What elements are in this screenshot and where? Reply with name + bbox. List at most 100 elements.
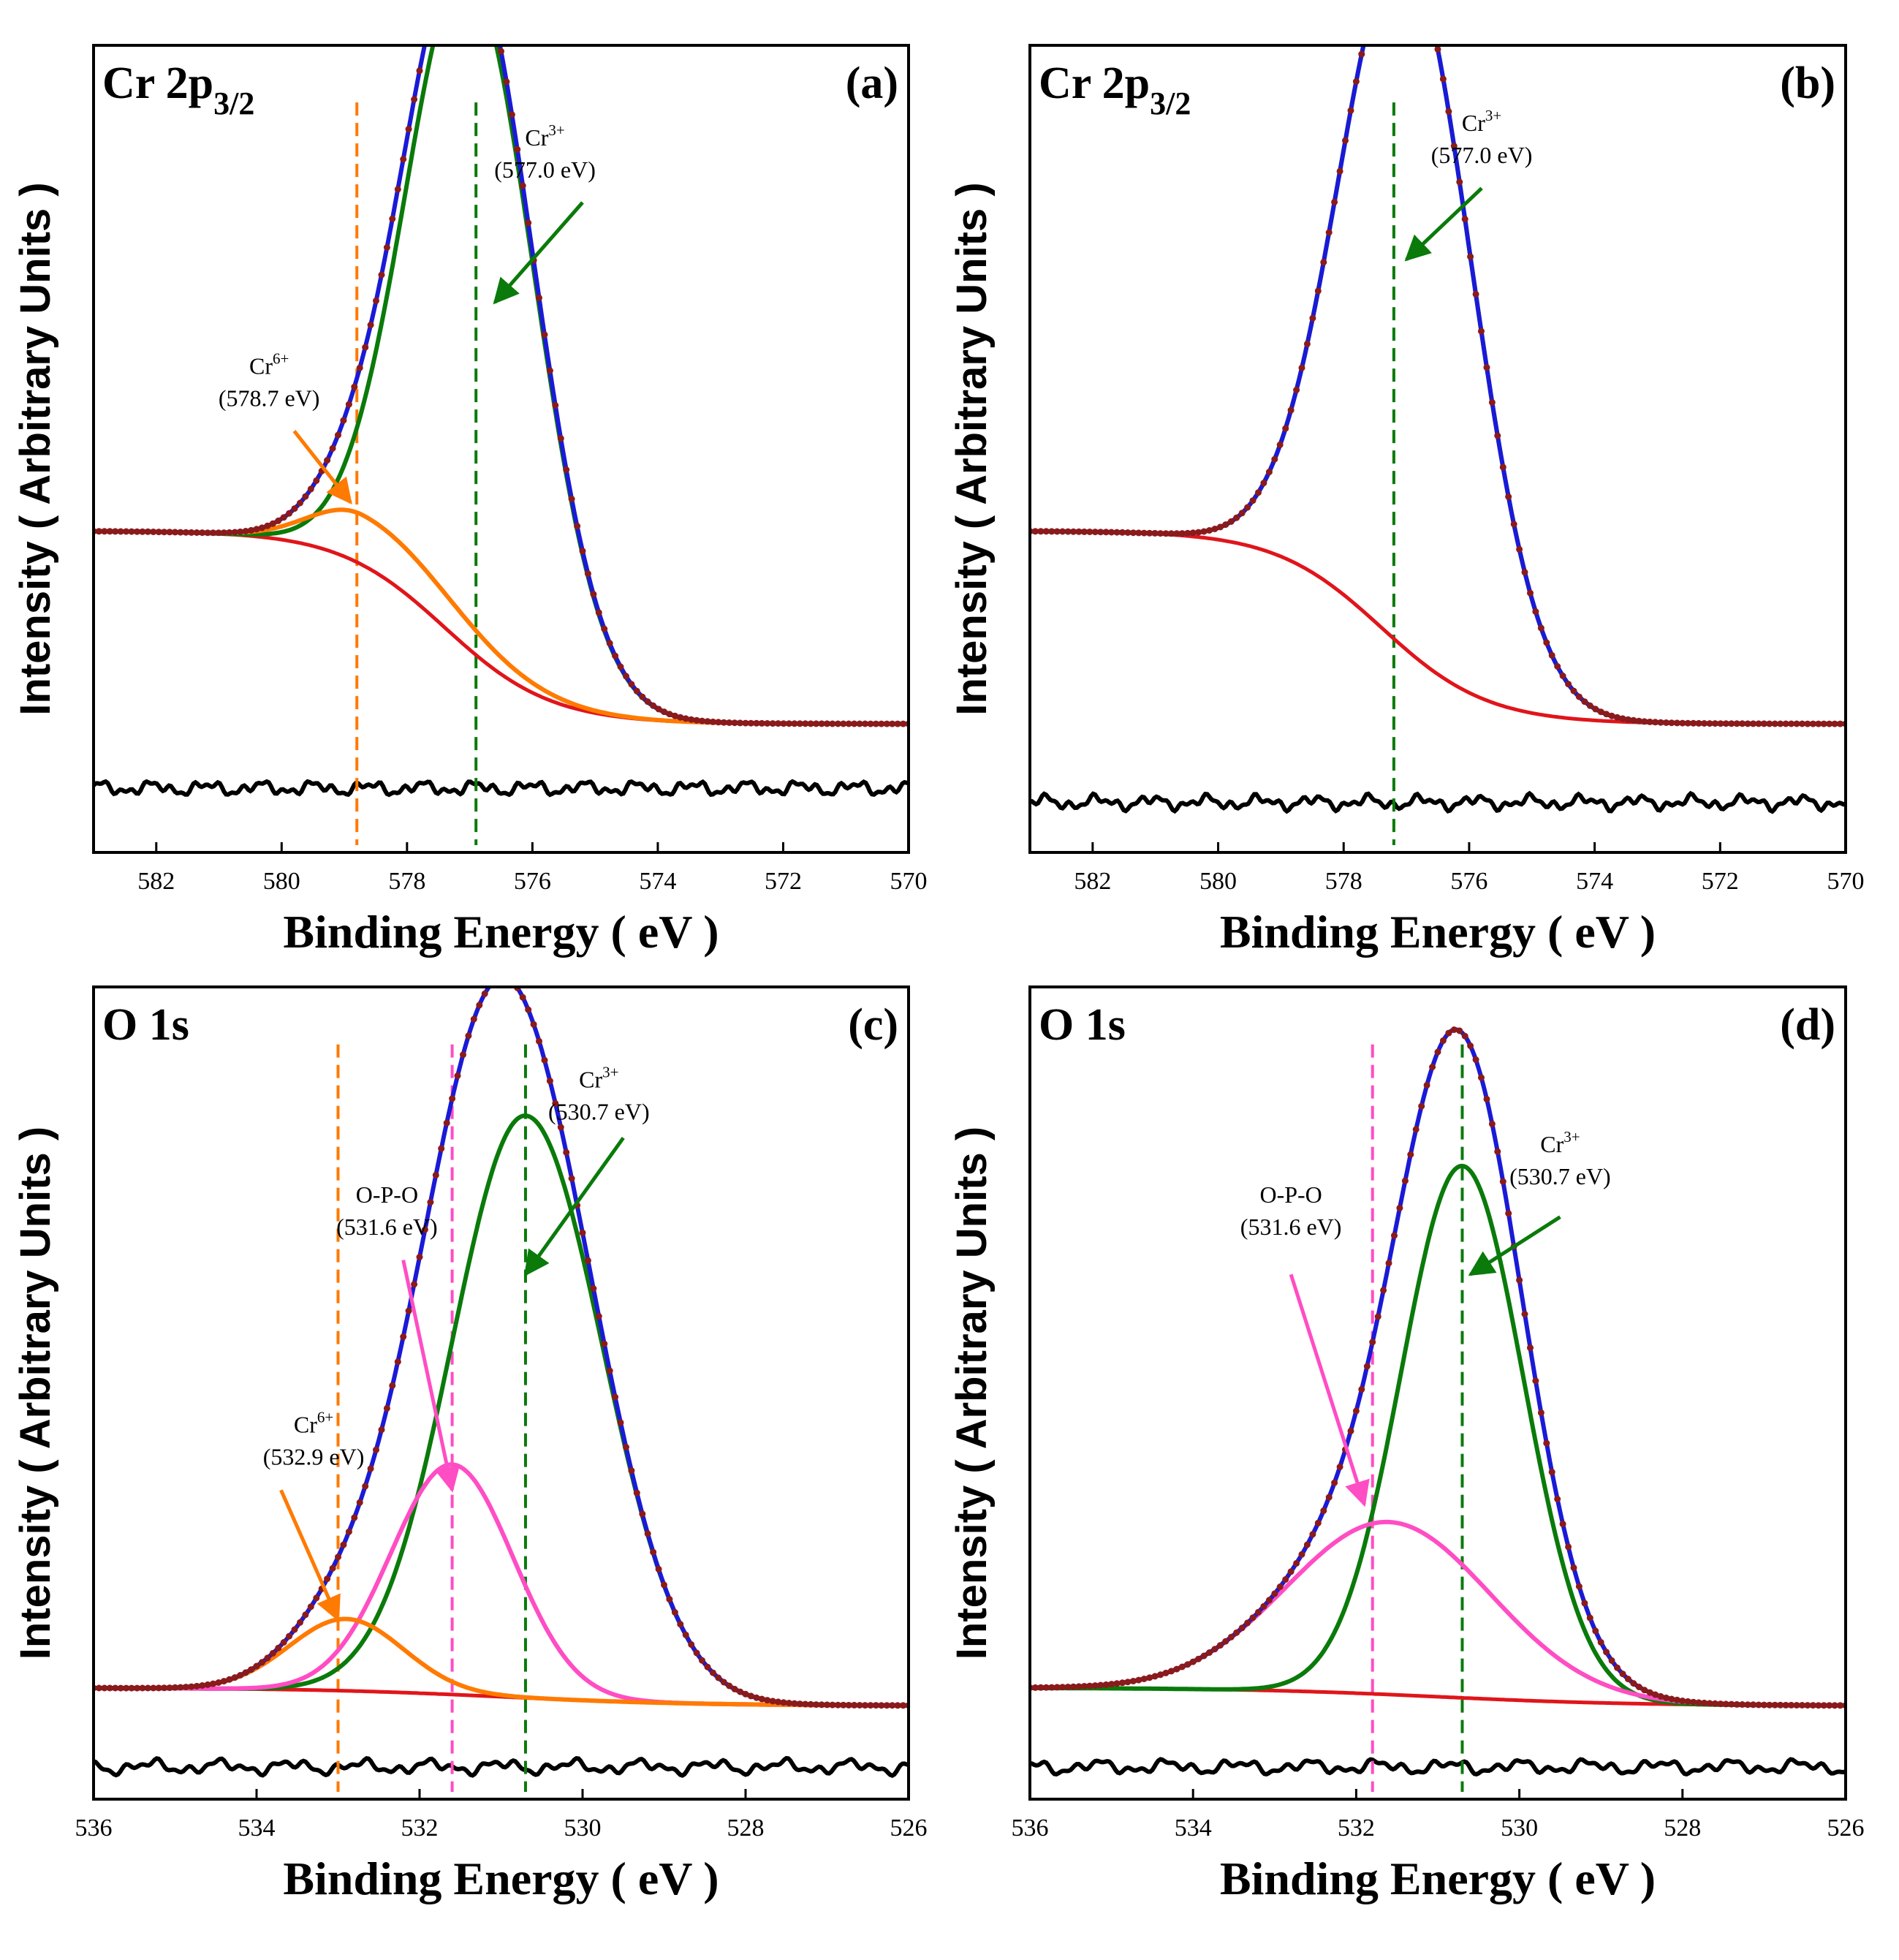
data-point — [693, 1649, 700, 1657]
data-point — [693, 716, 700, 724]
data-point — [829, 720, 836, 727]
y-axis-title: Intensity ( Arbitrary Units ) — [948, 1127, 996, 1660]
data-point — [546, 1078, 553, 1085]
data-point — [275, 517, 282, 524]
data-point — [1331, 198, 1338, 205]
data-point — [302, 493, 309, 500]
annotation-energy: (530.7 eV) — [548, 1099, 650, 1125]
data-point — [416, 67, 423, 75]
data-point — [1151, 529, 1159, 537]
plot-area-a — [94, 45, 909, 845]
data-point — [758, 719, 765, 727]
data-point — [1059, 528, 1066, 535]
data-point — [1227, 518, 1235, 525]
data-point — [1543, 639, 1550, 646]
annotation-species: O-P-O — [356, 1181, 418, 1208]
data-point — [1804, 720, 1811, 727]
annotation-label: Cr3+ — [1540, 1128, 1580, 1157]
data-point — [1200, 528, 1208, 535]
data-point — [1184, 1661, 1191, 1668]
data-point — [1053, 1684, 1061, 1691]
data-point — [226, 1676, 233, 1683]
panel-d: 536 534 532 530 528 526 Binding Energy ( eV ) I… — [948, 985, 1865, 1904]
data-point — [106, 1684, 113, 1692]
data-point — [872, 1702, 879, 1709]
data-point — [1679, 719, 1686, 727]
data-point — [144, 1684, 151, 1692]
x-tick-label: 536 — [75, 1815, 113, 1842]
data-point — [1733, 1700, 1740, 1708]
data-point — [134, 528, 140, 535]
data-point — [807, 1700, 814, 1708]
data-point — [1744, 720, 1751, 727]
data-point — [546, 367, 553, 374]
data-point — [1048, 1684, 1055, 1691]
data-point — [1162, 530, 1170, 537]
data-point — [280, 1639, 287, 1646]
data-point — [671, 1609, 678, 1616]
data-point — [1320, 259, 1327, 266]
data-points — [1030, 1026, 1846, 1709]
data-point — [1673, 1696, 1680, 1703]
data-point — [720, 719, 727, 726]
data-point — [1418, 1102, 1425, 1110]
data-point — [1782, 720, 1789, 727]
data-point — [1282, 425, 1289, 432]
data-point — [1554, 1496, 1561, 1502]
x-tick-label: 526 — [890, 1815, 928, 1842]
data-point — [1119, 1679, 1126, 1687]
data-point — [552, 402, 559, 409]
data-point — [1042, 1684, 1050, 1691]
data-point — [443, 1119, 450, 1127]
data-point — [1238, 510, 1246, 517]
data-point — [1303, 340, 1311, 347]
residual-line — [94, 779, 909, 798]
data-point — [704, 1663, 711, 1670]
data-point — [302, 1611, 309, 1619]
data-point — [1124, 1679, 1132, 1686]
data-point — [1336, 167, 1343, 175]
data-point — [1739, 720, 1746, 727]
data-point — [639, 1510, 646, 1518]
data-point — [1336, 1464, 1343, 1470]
x-axis-c: 536 534 532 530 528 526 — [75, 1789, 928, 1842]
x-tick-label: 570 — [890, 868, 928, 895]
data-point — [1608, 712, 1615, 719]
data-point — [269, 1649, 276, 1657]
x-axis-title: Binding Energy ( eV ) — [1220, 1853, 1656, 1904]
data-point — [1494, 1148, 1501, 1155]
data-point — [1505, 1210, 1512, 1217]
data-point — [1037, 1684, 1045, 1691]
x-tick-label: 576 — [1450, 868, 1487, 895]
data-point — [595, 609, 602, 616]
annotation-label: Cr6+ — [249, 349, 289, 379]
data-point — [900, 720, 907, 727]
data-point — [764, 720, 771, 727]
plot-frame — [1028, 44, 1847, 854]
annotation-cr6-: Cr6+ (532.9 eV) — [263, 1409, 364, 1622]
data-point — [405, 1307, 412, 1314]
data-point — [324, 1575, 331, 1583]
data-point — [1037, 528, 1045, 535]
data-point — [1206, 1649, 1213, 1656]
data-point — [878, 720, 885, 727]
data-point — [1760, 720, 1767, 727]
data-point — [682, 1631, 689, 1638]
data-point — [242, 528, 249, 534]
data-point — [351, 1514, 358, 1521]
data-point — [1499, 1178, 1506, 1185]
data-point — [682, 715, 689, 722]
data-point — [1265, 469, 1273, 476]
data-point — [758, 1695, 765, 1703]
panel-title-subscript: 3/2 — [1150, 86, 1191, 121]
data-point — [791, 1700, 798, 1707]
data-point — [1347, 107, 1354, 114]
data-point — [1445, 108, 1452, 115]
data-point — [644, 698, 651, 705]
data-point — [1684, 719, 1691, 727]
annotation-arrow — [493, 201, 584, 305]
data-point — [112, 1684, 119, 1692]
x-tick-label: 582 — [137, 868, 175, 895]
data-point — [155, 1684, 162, 1692]
annotation-superscript: 3+ — [1485, 107, 1501, 124]
